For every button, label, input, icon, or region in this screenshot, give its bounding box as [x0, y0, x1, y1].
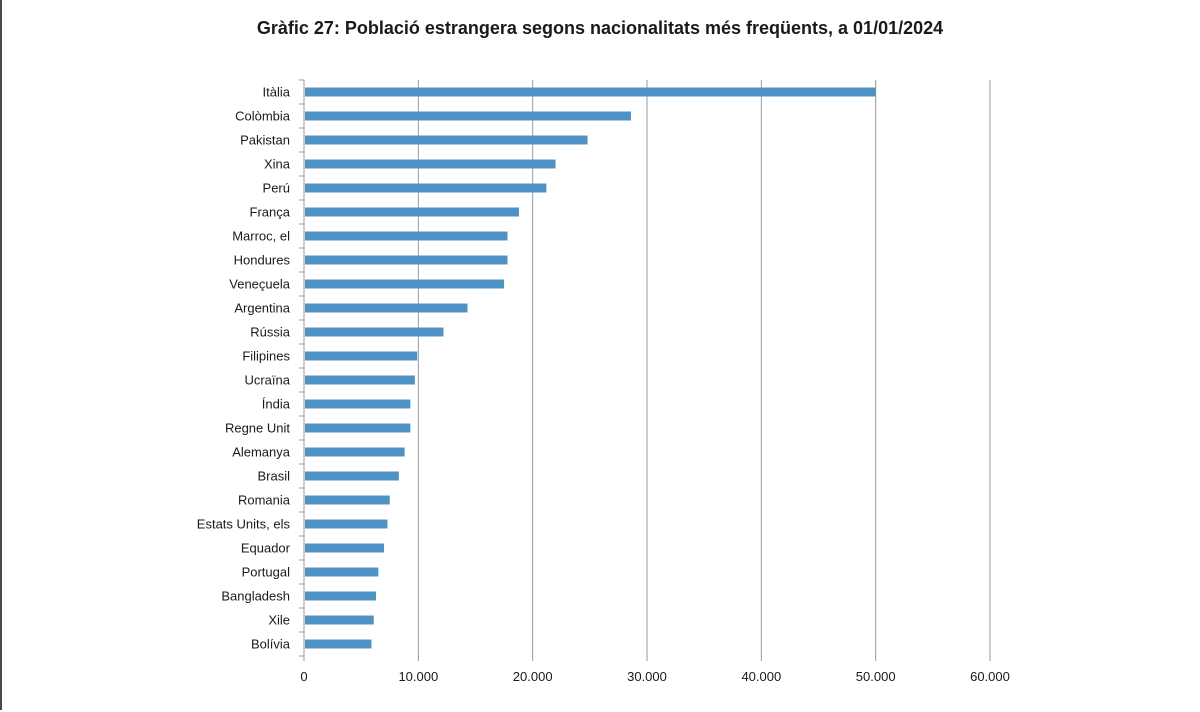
bar [305, 519, 388, 529]
x-tick-label: 50.000 [856, 669, 896, 684]
bar [305, 111, 631, 121]
category-label: Brasil [257, 469, 290, 484]
category-label: Perú [263, 181, 290, 196]
chart-title: Gràfic 27: Població estrangera segons na… [256, 18, 944, 38]
category-label: Xina [264, 157, 291, 172]
category-label: Regne Unit [225, 421, 290, 436]
bar [305, 279, 505, 289]
bar [305, 351, 418, 361]
category-label: Colòmbia [235, 109, 291, 124]
bar [305, 591, 377, 601]
bar [305, 255, 508, 265]
category-label: Ucraïna [244, 373, 290, 388]
category-label: Bolívia [251, 637, 291, 652]
category-label: Marroc, el [232, 229, 290, 244]
bar [305, 375, 415, 385]
bar [305, 543, 385, 553]
category-label: Equador [241, 541, 291, 556]
bar [305, 303, 468, 313]
bar [305, 495, 390, 505]
bar [305, 615, 374, 625]
category-label: Portugal [242, 565, 291, 580]
category-label: Xile [268, 613, 290, 628]
category-label: Rússia [250, 325, 291, 340]
bar [305, 231, 508, 241]
bar [305, 639, 372, 649]
bar [305, 327, 444, 337]
category-label: Argentina [234, 301, 290, 316]
category-label: Veneçuela [229, 277, 290, 292]
category-label: Índia [262, 397, 291, 412]
bar [305, 207, 519, 217]
bar [305, 567, 379, 577]
x-tick-label: 30.000 [627, 669, 667, 684]
bar [305, 183, 547, 193]
category-label: Pakistan [240, 133, 290, 148]
x-tick-label: 20.000 [513, 669, 553, 684]
category-label: Estats Units, els [197, 517, 291, 532]
bar [305, 447, 405, 457]
category-label: França [250, 205, 291, 220]
category-label: Bangladesh [221, 589, 290, 604]
x-tick-label: 60.000 [970, 669, 1010, 684]
category-label: Filipines [242, 349, 290, 364]
category-label: Itàlia [263, 85, 291, 100]
x-tick-label: 0 [300, 669, 307, 684]
x-tick-label: 10.000 [398, 669, 438, 684]
x-tick-label: 40.000 [741, 669, 781, 684]
category-label: Romania [238, 493, 291, 508]
category-label: Hondures [234, 253, 291, 268]
bar [305, 135, 588, 145]
bar [305, 159, 556, 169]
bar [305, 471, 399, 481]
category-label: Alemanya [232, 445, 291, 460]
bar [305, 423, 411, 433]
bar [305, 399, 411, 409]
bar [305, 87, 876, 97]
